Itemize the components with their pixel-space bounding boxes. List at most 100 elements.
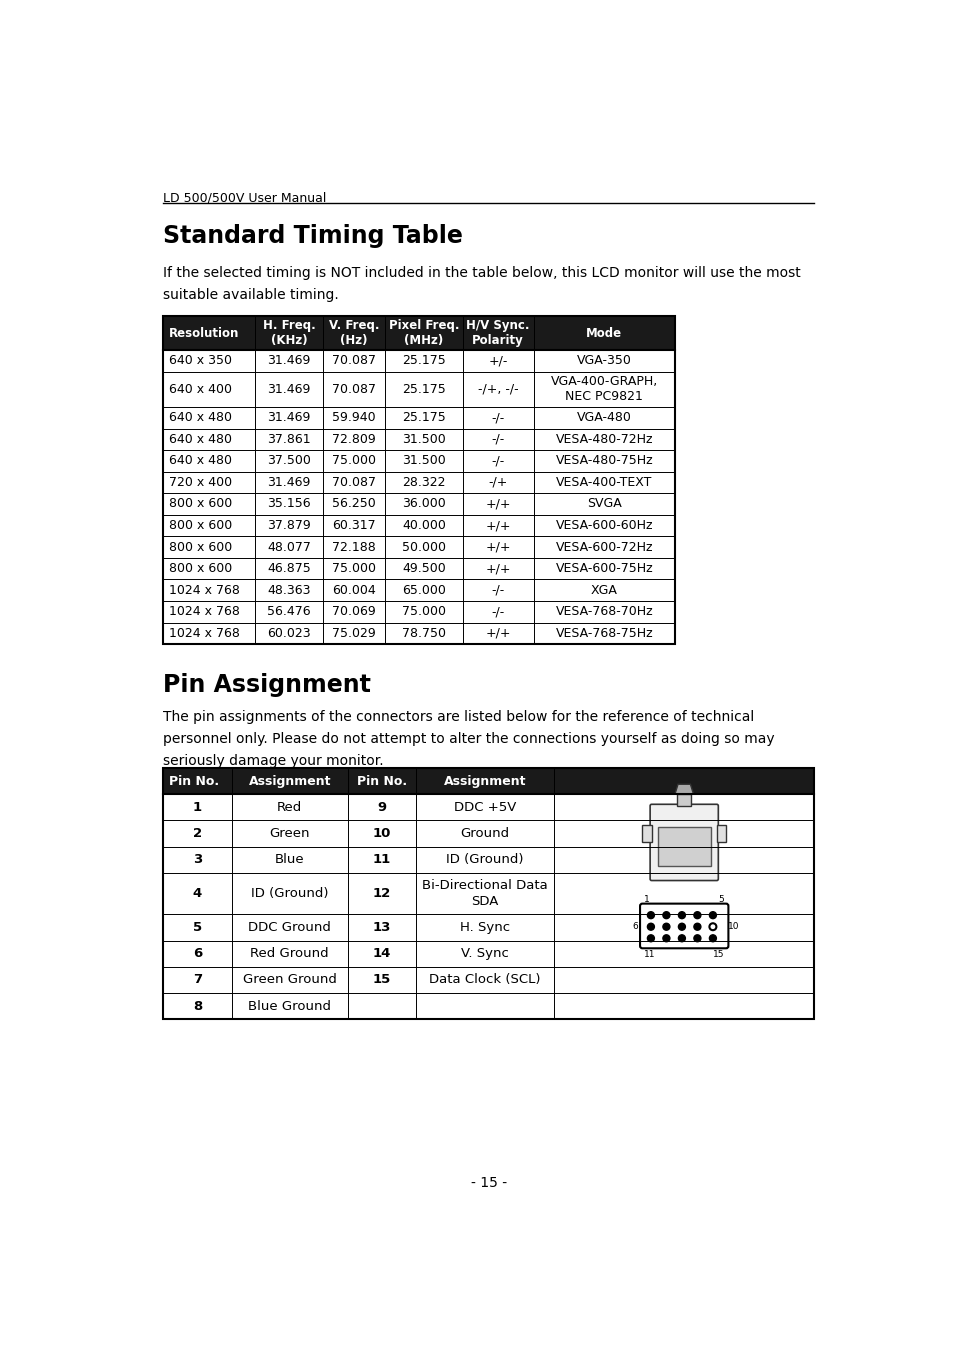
Text: 1024 x 768: 1024 x 768 [169,605,239,619]
Bar [163,847,814,873]
Text: +/+: +/+ [485,562,511,576]
Text: 60.004: 60.004 [332,584,375,597]
Bar [716,825,725,842]
Text: 75.000: 75.000 [332,454,375,467]
Text: 10: 10 [373,827,391,840]
Text: 37.500: 37.500 [267,454,311,467]
Text: V. Sync: V. Sync [460,947,509,961]
Text: 65.000: 65.000 [401,584,445,597]
Text: 13: 13 [373,921,391,934]
Bar [163,769,814,1019]
Text: 800 x 600: 800 x 600 [169,540,232,554]
Text: 640 x 480: 640 x 480 [169,411,232,424]
Text: LD 500/500V User Manual: LD 500/500V User Manual [163,192,327,204]
Text: 75.000: 75.000 [401,605,445,619]
Text: 31.500: 31.500 [401,432,445,446]
Text: 50.000: 50.000 [401,540,445,554]
Text: Green Ground: Green Ground [243,973,336,986]
Text: -/-: -/- [491,605,504,619]
Text: -/+: -/+ [488,476,507,489]
Text: VESA-480-72Hz: VESA-480-72Hz [555,432,653,446]
Text: 48.363: 48.363 [267,584,311,597]
Text: Green: Green [269,827,310,840]
Text: Ground: Ground [460,827,509,840]
Circle shape [693,912,700,919]
Text: -/-: -/- [491,454,504,467]
Text: Data Clock (SCL): Data Clock (SCL) [429,973,540,986]
Text: 14: 14 [373,947,391,961]
Text: SVGA: SVGA [586,497,621,511]
Text: Resolution: Resolution [169,327,239,339]
Circle shape [662,935,669,942]
Text: Pin Assignment: Pin Assignment [163,673,371,697]
Text: -/-: -/- [491,411,504,424]
Text: H. Freq.
(KHz): H. Freq. (KHz) [262,319,315,347]
Text: 15: 15 [373,973,391,986]
Text: Standard Timing Table: Standard Timing Table [163,224,463,247]
Bar [163,820,814,847]
Text: 800 x 600: 800 x 600 [169,562,232,576]
Text: 56.250: 56.250 [332,497,375,511]
Text: 640 x 400: 640 x 400 [169,382,232,396]
Circle shape [647,912,654,919]
Text: 10: 10 [727,923,739,931]
Bar [641,825,651,842]
Text: DDC Ground: DDC Ground [248,921,331,934]
Text: 70.087: 70.087 [332,382,375,396]
Text: Red Ground: Red Ground [251,947,329,961]
Circle shape [693,923,700,931]
Text: 3: 3 [193,854,202,866]
Text: ID (Ground): ID (Ground) [251,888,328,900]
Text: 31.469: 31.469 [267,411,311,424]
Bar [163,350,674,372]
Text: VESA-600-75Hz: VESA-600-75Hz [555,562,653,576]
Text: 31.500: 31.500 [401,454,445,467]
Text: 70.087: 70.087 [332,354,375,367]
Text: +/+: +/+ [485,497,511,511]
Text: 72.809: 72.809 [332,432,375,446]
Text: 640 x 480: 640 x 480 [169,432,232,446]
Text: VGA-480: VGA-480 [577,411,631,424]
FancyBboxPatch shape [649,804,718,881]
Circle shape [662,912,669,919]
Text: 6: 6 [632,923,638,931]
Text: If the selected timing is NOT included in the table below, this LCD monitor will: If the selected timing is NOT included i… [163,266,801,301]
Text: DDC +5V: DDC +5V [454,801,516,813]
Text: 28.322: 28.322 [401,476,445,489]
Bar [163,515,674,536]
Text: - 15 -: - 15 - [471,1177,506,1190]
Text: The pin assignments of the connectors are listed below for the reference of tech: The pin assignments of the connectors ar… [163,711,774,767]
Bar [677,794,691,805]
Text: Assignment: Assignment [248,774,331,788]
Text: 1: 1 [643,894,649,904]
Circle shape [647,935,654,942]
Text: H/V Sync.
Polarity: H/V Sync. Polarity [466,319,530,347]
Text: H. Sync: H. Sync [459,921,510,934]
Text: VGA-350: VGA-350 [577,354,631,367]
Text: Assignment: Assignment [443,774,526,788]
Text: 46.875: 46.875 [267,562,311,576]
Text: Pin No.: Pin No. [356,774,407,788]
Bar [163,558,674,580]
Text: 59.940: 59.940 [332,411,375,424]
Text: 15: 15 [712,950,723,959]
Bar [163,493,674,515]
Text: 70.087: 70.087 [332,476,375,489]
Text: 2: 2 [193,827,202,840]
Text: 5: 5 [718,894,723,904]
Text: 37.861: 37.861 [267,432,311,446]
Text: V. Freq.
(Hz): V. Freq. (Hz) [329,319,379,347]
Bar [163,536,674,558]
Text: 11: 11 [373,854,391,866]
Text: 1024 x 768: 1024 x 768 [169,584,239,597]
Text: Blue: Blue [274,854,304,866]
Text: 640 x 350: 640 x 350 [169,354,232,367]
Polygon shape [674,785,693,794]
Text: 60.317: 60.317 [332,519,375,532]
Text: 78.750: 78.750 [401,627,445,640]
Bar [163,372,674,407]
Text: VESA-600-60Hz: VESA-600-60Hz [555,519,653,532]
Bar [163,428,674,450]
Bar [163,873,814,915]
Text: 60.023: 60.023 [267,627,311,640]
